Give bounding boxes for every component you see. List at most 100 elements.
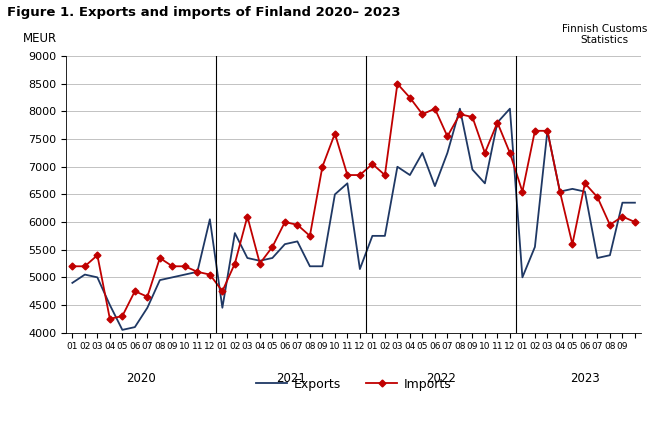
Imports bbox=[243, 214, 251, 219]
Exports bbox=[293, 239, 301, 244]
Imports bbox=[356, 172, 364, 178]
Exports bbox=[106, 302, 114, 308]
Exports bbox=[518, 275, 526, 280]
Imports bbox=[319, 164, 327, 169]
Text: 2020: 2020 bbox=[126, 372, 156, 384]
Imports bbox=[306, 233, 314, 238]
Imports bbox=[431, 106, 439, 111]
Text: Figure 1. Exports and imports of Finland 2020– 2023: Figure 1. Exports and imports of Finland… bbox=[7, 6, 400, 19]
Exports bbox=[581, 189, 589, 194]
Imports bbox=[444, 134, 451, 139]
Exports bbox=[131, 324, 139, 330]
Exports bbox=[493, 120, 501, 125]
Imports bbox=[531, 128, 539, 133]
Exports bbox=[319, 264, 327, 269]
Exports bbox=[606, 253, 614, 258]
Exports bbox=[568, 186, 576, 191]
Imports bbox=[456, 111, 464, 117]
Imports bbox=[256, 261, 264, 266]
Imports bbox=[231, 261, 239, 266]
Exports bbox=[206, 217, 214, 222]
Imports bbox=[143, 294, 151, 299]
Exports bbox=[556, 189, 564, 194]
Exports bbox=[306, 264, 314, 269]
Imports bbox=[181, 264, 189, 269]
Exports bbox=[543, 128, 551, 133]
Imports bbox=[81, 264, 89, 269]
Imports bbox=[106, 316, 114, 321]
Exports bbox=[356, 267, 364, 272]
Exports bbox=[368, 233, 376, 238]
Imports bbox=[606, 222, 614, 227]
Exports bbox=[93, 275, 101, 280]
Exports bbox=[431, 184, 439, 189]
Imports bbox=[331, 131, 339, 136]
Imports bbox=[131, 289, 139, 294]
Exports bbox=[281, 241, 289, 247]
Imports bbox=[418, 111, 426, 117]
Imports bbox=[194, 269, 202, 274]
Exports bbox=[231, 231, 239, 236]
Exports bbox=[631, 200, 639, 205]
Imports bbox=[543, 128, 551, 133]
Line: Imports: Imports bbox=[70, 81, 637, 321]
Imports bbox=[518, 189, 526, 194]
Imports bbox=[368, 162, 376, 167]
Exports bbox=[469, 167, 477, 172]
Imports bbox=[93, 253, 101, 258]
Imports bbox=[631, 219, 639, 225]
Text: MEUR: MEUR bbox=[23, 32, 57, 45]
Exports bbox=[156, 277, 164, 283]
Imports bbox=[156, 255, 164, 260]
Imports bbox=[68, 264, 76, 269]
Imports bbox=[493, 120, 501, 125]
Text: Finnish Customs
Statistics: Finnish Customs Statistics bbox=[562, 23, 647, 45]
Exports bbox=[243, 255, 251, 260]
Exports bbox=[393, 164, 401, 169]
Exports bbox=[506, 106, 514, 111]
Line: Exports: Exports bbox=[72, 109, 635, 330]
Exports bbox=[218, 305, 226, 310]
Exports bbox=[118, 327, 126, 333]
Imports bbox=[594, 194, 602, 200]
Imports bbox=[293, 222, 301, 227]
Imports bbox=[406, 95, 414, 100]
Exports bbox=[381, 233, 389, 238]
Exports bbox=[143, 305, 151, 310]
Imports bbox=[169, 264, 176, 269]
Imports bbox=[581, 181, 589, 186]
Imports bbox=[568, 241, 576, 247]
Exports bbox=[331, 192, 339, 197]
Exports bbox=[256, 258, 264, 264]
Imports bbox=[556, 189, 564, 194]
Exports bbox=[406, 172, 414, 178]
Imports bbox=[218, 289, 226, 294]
Legend: Exports, Imports: Exports, Imports bbox=[251, 372, 456, 396]
Exports bbox=[531, 245, 539, 250]
Imports bbox=[481, 150, 489, 156]
Exports bbox=[418, 150, 426, 156]
Imports bbox=[469, 114, 477, 120]
Exports bbox=[194, 269, 202, 274]
Exports bbox=[594, 255, 602, 260]
Exports bbox=[169, 275, 176, 280]
Imports bbox=[206, 272, 214, 277]
Exports bbox=[181, 272, 189, 277]
Imports bbox=[268, 245, 276, 250]
Imports bbox=[344, 172, 352, 178]
Exports bbox=[81, 272, 89, 277]
Text: 2021: 2021 bbox=[276, 372, 306, 384]
Exports bbox=[444, 150, 451, 156]
Exports bbox=[68, 280, 76, 286]
Exports bbox=[268, 255, 276, 260]
Exports bbox=[344, 181, 352, 186]
Exports bbox=[456, 106, 464, 111]
Exports bbox=[481, 181, 489, 186]
Imports bbox=[393, 81, 401, 86]
Imports bbox=[381, 172, 389, 178]
Text: 2022: 2022 bbox=[426, 372, 456, 384]
Imports bbox=[281, 219, 289, 225]
Imports bbox=[118, 314, 126, 319]
Text: 2023: 2023 bbox=[570, 372, 600, 384]
Imports bbox=[506, 150, 514, 156]
